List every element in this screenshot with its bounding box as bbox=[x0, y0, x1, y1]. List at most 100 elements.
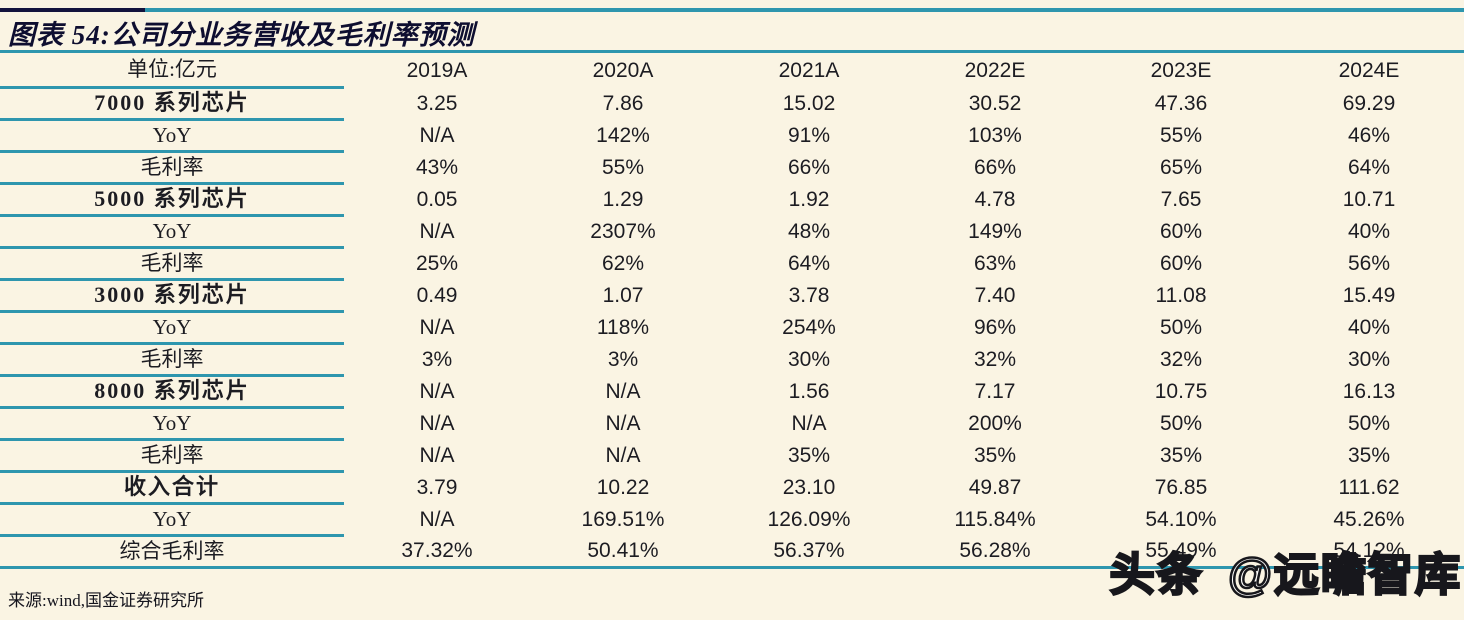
table-row: YoY N/A 169.51% 126.09% 115.84% 54.10% 45.26% bbox=[0, 503, 1464, 537]
table-row: 收入合计 3.79 10.22 23.10 49.87 76.85 111.62 bbox=[0, 471, 1464, 505]
cell-value: 118% bbox=[596, 315, 650, 339]
cell-value: 200% bbox=[968, 411, 1022, 435]
cell-value: 56.28% bbox=[902, 535, 1088, 569]
cell-value: 32% bbox=[973, 347, 1017, 371]
cell-value: 55.49% bbox=[1088, 535, 1274, 569]
watermark-handle-label: @远瞻智库 bbox=[1227, 548, 1462, 602]
cell-value: 50% bbox=[1159, 411, 1203, 435]
cell-value: 64% bbox=[787, 251, 831, 275]
cell-value: 15.49 bbox=[1342, 283, 1396, 307]
unit-label: 单位:亿元 bbox=[0, 51, 344, 89]
row-label: 毛利率 bbox=[0, 151, 344, 185]
table-row: 5000 系列芯片 0.05 1.29 1.92 4.78 7.65 10.71 bbox=[0, 183, 1464, 217]
table-body: 7000 系列芯片 3.25 7.86 15.02 30.52 47.36 69.29 YoY… bbox=[0, 87, 1464, 569]
cell-value: 30% bbox=[1347, 347, 1391, 371]
cell-value: 2307% bbox=[590, 219, 656, 243]
cell-value: 50% bbox=[1347, 411, 1391, 435]
row-label: YoY bbox=[0, 311, 344, 345]
cell-value: 142% bbox=[596, 123, 650, 147]
cell-value: 91% bbox=[787, 123, 831, 147]
figure-title: 图表 54:公司分业务营收及毛利率预测 bbox=[8, 20, 475, 50]
cell-value: 49.87 bbox=[968, 475, 1022, 499]
cell-value: N/A bbox=[419, 123, 455, 147]
cell-value: N/A bbox=[605, 379, 641, 403]
cell-value: 56% bbox=[1347, 251, 1391, 275]
cell-value: 62% bbox=[601, 251, 645, 275]
cell-value: 45.26% bbox=[1333, 507, 1405, 531]
table-row: 毛利率 25% 62% 64% 63% 60% 56% bbox=[0, 247, 1464, 281]
col-header-2023e: 2023E bbox=[1150, 58, 1212, 82]
cell-value: N/A bbox=[419, 219, 455, 243]
cell-value: 111.62 bbox=[1338, 475, 1400, 499]
table-row: 毛利率 43% 55% 66% 66% 65% 64% bbox=[0, 151, 1464, 185]
cell-value: 30% bbox=[787, 347, 831, 371]
table-row: YoY N/A 118% 254% 96% 50% 40% bbox=[0, 311, 1464, 345]
cell-value: 23.10 bbox=[782, 475, 836, 499]
cell-value: 7.17 bbox=[974, 379, 1016, 403]
cell-value: 10.75 bbox=[1154, 379, 1208, 403]
cell-value: 48% bbox=[787, 219, 831, 243]
cell-value: 37.32% bbox=[344, 535, 530, 569]
source-note: 来源:wind,国金证券研究所 bbox=[8, 591, 204, 610]
cell-value: 60% bbox=[1159, 251, 1203, 275]
cell-value: 3.78 bbox=[788, 283, 830, 307]
cell-value: 1.92 bbox=[788, 187, 830, 211]
watermark: 头条 @远瞻智库 bbox=[1108, 538, 1462, 603]
cell-value: N/A bbox=[419, 443, 455, 467]
col-header-2022e: 2022E bbox=[964, 58, 1026, 82]
cell-value: 40% bbox=[1347, 315, 1391, 339]
forecast-table: 单位:亿元 2019A 2020A 2021A 2022E 2023E 2024… bbox=[0, 50, 1464, 569]
cell-value: 65% bbox=[1159, 155, 1203, 179]
cell-value: 10.22 bbox=[596, 475, 650, 499]
row-label: YoY bbox=[0, 503, 344, 537]
cell-value: 16.13 bbox=[1342, 379, 1396, 403]
cell-value: 35% bbox=[787, 443, 831, 467]
row-label: 毛利率 bbox=[0, 439, 344, 473]
table-row: YoY N/A 142% 91% 103% 55% 46% bbox=[0, 119, 1464, 153]
watermark-toutiao-label: 头条 bbox=[1108, 548, 1204, 602]
cell-value: 46% bbox=[1347, 123, 1391, 147]
top-rule-divider bbox=[0, 8, 1464, 12]
cell-value: 3.79 bbox=[416, 475, 458, 499]
table-row: 综合毛利率 37.32% 50.41% 56.37% 56.28% 55.49% 54.12… bbox=[0, 535, 1464, 569]
cell-value: 50% bbox=[1159, 315, 1203, 339]
cell-value: 15.02 bbox=[782, 91, 836, 115]
cell-value: 54.10% bbox=[1145, 507, 1217, 531]
cell-value: 7.65 bbox=[1160, 187, 1202, 211]
row-label: 收入合计 bbox=[0, 471, 344, 505]
row-label: 5000 系列芯片 bbox=[0, 183, 344, 217]
cell-value: 50.41% bbox=[530, 535, 716, 569]
cell-value: 63% bbox=[973, 251, 1017, 275]
cell-value: 55% bbox=[1159, 123, 1203, 147]
cell-value: 103% bbox=[968, 123, 1022, 147]
cell-value: N/A bbox=[419, 507, 455, 531]
cell-value: 47.36 bbox=[1154, 91, 1208, 115]
cell-value: 35% bbox=[1159, 443, 1203, 467]
cell-value: 25% bbox=[415, 251, 459, 275]
row-label: 毛利率 bbox=[0, 343, 344, 377]
row-label: 3000 系列芯片 bbox=[0, 279, 344, 313]
row-label: YoY bbox=[0, 119, 344, 153]
row-label: 8000 系列芯片 bbox=[0, 375, 344, 409]
col-header-2020a: 2020A bbox=[592, 58, 654, 82]
cell-value: 55% bbox=[601, 155, 645, 179]
cell-value: 0.05 bbox=[416, 187, 458, 211]
col-header-2024e: 2024E bbox=[1338, 58, 1400, 82]
cell-value: 64% bbox=[1347, 155, 1391, 179]
table-row: 7000 系列芯片 3.25 7.86 15.02 30.52 47.36 69.29 bbox=[0, 87, 1464, 121]
cell-value: 126.09% bbox=[767, 507, 851, 531]
cell-value: 149% bbox=[968, 219, 1022, 243]
cell-value: 30.52 bbox=[968, 91, 1022, 115]
cell-value: 40% bbox=[1347, 219, 1391, 243]
cell-value: 11.08 bbox=[1155, 283, 1207, 307]
cell-value: 60% bbox=[1159, 219, 1203, 243]
cell-value: N/A bbox=[605, 411, 641, 435]
cell-value: 66% bbox=[787, 155, 831, 179]
cell-value: 254% bbox=[782, 315, 836, 339]
col-header-2019a: 2019A bbox=[406, 58, 468, 82]
row-label: 毛利率 bbox=[0, 247, 344, 281]
row-label: 7000 系列芯片 bbox=[0, 87, 344, 121]
cell-value: 56.37% bbox=[716, 535, 902, 569]
cell-value: 32% bbox=[1159, 347, 1203, 371]
